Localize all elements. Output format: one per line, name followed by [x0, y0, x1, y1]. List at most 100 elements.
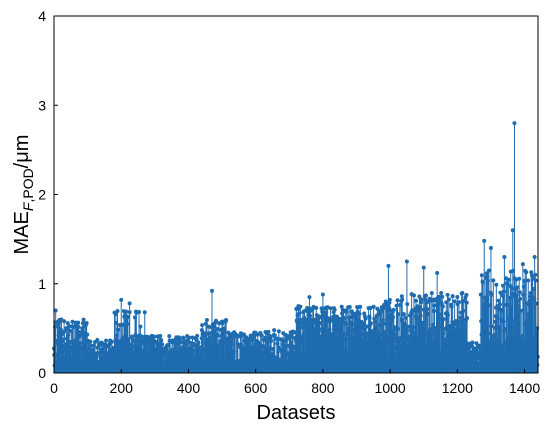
- y-axis-ticks: 0 1 2 3 4: [38, 8, 58, 381]
- series-stems: [53, 123, 539, 373]
- data-point: [84, 321, 89, 326]
- data-point: [115, 309, 120, 314]
- data-point: [341, 332, 346, 337]
- data-point: [395, 298, 400, 303]
- data-point: [461, 298, 466, 303]
- data-point: [388, 312, 393, 317]
- data-point: [422, 323, 427, 328]
- data-point: [216, 353, 221, 358]
- data-point: [257, 352, 262, 357]
- data-point: [489, 292, 494, 297]
- data-point: [512, 325, 517, 330]
- data-point: [125, 322, 130, 327]
- data-point: [514, 293, 519, 298]
- data-point: [432, 303, 437, 308]
- x-axis-ticks: 0 200 400 600 800 1000 1200 1400: [50, 369, 540, 396]
- data-point: [113, 312, 118, 317]
- data-point: [396, 357, 401, 362]
- data-point: [64, 357, 69, 362]
- data-point: [465, 351, 470, 356]
- data-point: [527, 311, 532, 316]
- data-point: [474, 351, 479, 356]
- data-point: [261, 366, 266, 371]
- data-point: [360, 321, 365, 326]
- data-point: [387, 297, 392, 302]
- data-point: [478, 292, 483, 297]
- data-point: [144, 346, 149, 351]
- data-point: [514, 333, 519, 338]
- data-point: [492, 325, 497, 330]
- data-point: [464, 300, 469, 305]
- data-point: [519, 308, 524, 313]
- data-point: [417, 294, 422, 299]
- data-point: [363, 316, 368, 321]
- data-point: [267, 345, 272, 350]
- data-point: [249, 353, 254, 358]
- data-point: [484, 274, 489, 279]
- data-point: [124, 356, 129, 361]
- data-point: [187, 335, 192, 340]
- data-point: [528, 291, 533, 296]
- data-point: [231, 349, 236, 354]
- data-point: [174, 364, 179, 369]
- data-point: [198, 349, 203, 354]
- data-point: [519, 347, 524, 352]
- data-point: [373, 319, 378, 324]
- data-point: [65, 321, 70, 326]
- data-point: [364, 348, 369, 353]
- y-tick-label: 1: [38, 276, 46, 292]
- data-point: [369, 356, 374, 361]
- data-point: [363, 352, 368, 357]
- data-point: [62, 329, 67, 334]
- x-tick-label: 800: [311, 380, 335, 396]
- x-tick-label: 1000: [375, 380, 406, 396]
- data-point: [462, 326, 467, 331]
- data-point: [101, 345, 106, 350]
- data-point: [488, 340, 493, 345]
- data-point: [311, 354, 316, 359]
- data-point: [479, 319, 484, 324]
- data-point: [321, 331, 326, 336]
- data-point: [427, 358, 432, 363]
- data-point: [441, 317, 446, 322]
- data-point: [291, 346, 296, 351]
- data-point: [268, 334, 273, 339]
- data-point: [430, 358, 435, 363]
- data-point: [444, 300, 449, 305]
- data-point: [449, 304, 454, 309]
- data-point: [351, 336, 356, 341]
- data-point: [423, 357, 428, 362]
- data-point: [347, 329, 352, 334]
- data-point: [521, 284, 526, 289]
- data-point: [351, 352, 356, 357]
- data-point: [296, 323, 301, 328]
- data-point: [405, 354, 410, 359]
- data-point: [435, 343, 440, 348]
- data-point: [465, 316, 470, 321]
- data-point: [204, 317, 209, 322]
- data-point: [323, 314, 328, 319]
- data-point: [126, 338, 131, 343]
- data-point: [412, 332, 417, 337]
- data-point: [400, 297, 405, 302]
- data-point: [393, 358, 398, 363]
- data-point: [99, 366, 104, 371]
- data-point: [225, 346, 230, 351]
- data-point: [397, 349, 402, 354]
- data-point: [317, 327, 322, 332]
- data-point: [494, 282, 499, 287]
- data-point: [342, 315, 347, 320]
- data-point: [89, 365, 94, 370]
- data-point: [447, 323, 452, 328]
- data-point: [448, 349, 453, 354]
- data-point: [213, 358, 218, 363]
- data-point: [514, 277, 519, 282]
- data-point: [520, 333, 525, 338]
- data-point: [237, 358, 242, 363]
- data-point: [207, 340, 212, 345]
- data-point: [168, 351, 173, 356]
- data-point: [124, 309, 129, 314]
- data-point: [404, 338, 409, 343]
- data-point: [527, 302, 532, 307]
- data-point: [458, 315, 463, 320]
